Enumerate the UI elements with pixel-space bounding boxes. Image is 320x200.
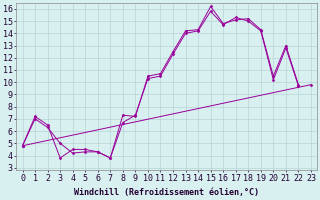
X-axis label: Windchill (Refroidissement éolien,°C): Windchill (Refroidissement éolien,°C) — [74, 188, 259, 197]
